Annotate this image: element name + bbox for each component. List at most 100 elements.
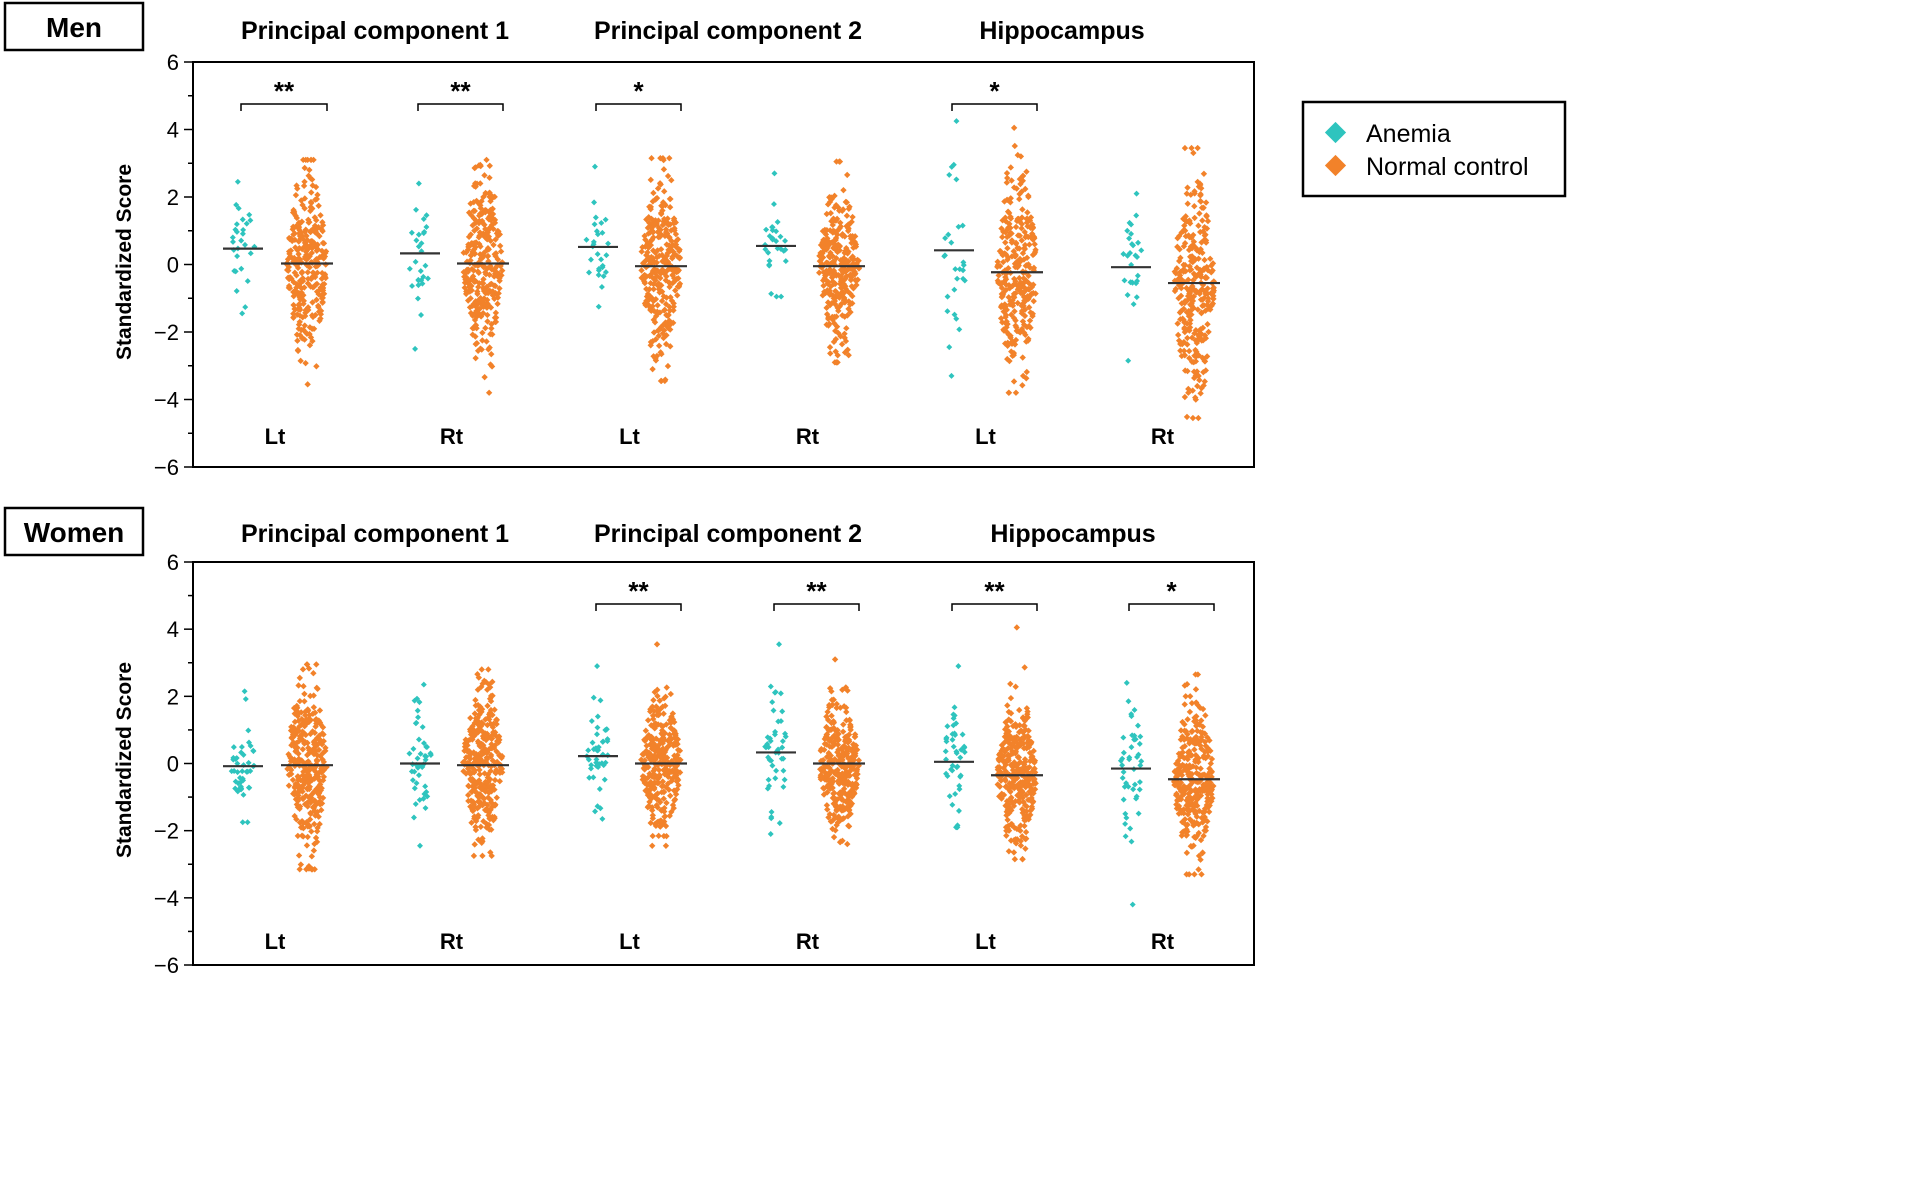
point-anemia: [959, 222, 966, 229]
point-anemia: [1122, 833, 1129, 840]
point-control: [1026, 317, 1034, 324]
point-control: [1023, 368, 1030, 376]
point-anemia: [600, 273, 607, 280]
point-control: [1195, 372, 1202, 379]
point-control: [843, 212, 851, 219]
point-anemia: [1134, 278, 1141, 284]
point-control: [662, 783, 670, 791]
point-control: [1187, 736, 1194, 743]
point-control: [1001, 776, 1009, 783]
point-anemia: [764, 741, 771, 748]
point-control: [1003, 798, 1011, 805]
point-anemia: [1137, 733, 1144, 740]
point-anemia: [773, 767, 780, 774]
point-anemia: [415, 180, 422, 187]
point-control: [1007, 745, 1014, 752]
point-anemia: [602, 216, 609, 223]
point-control: [833, 704, 840, 712]
point-control: [830, 742, 837, 749]
point-anemia: [598, 256, 605, 263]
point-anemia: [1123, 679, 1130, 686]
y-axis: −6 −4 −2 0 2 4 6: [154, 50, 193, 480]
point-control: [310, 847, 318, 854]
point-control: [844, 840, 851, 848]
point-anemia: [416, 699, 423, 706]
point-control: [1191, 214, 1198, 222]
point-control: [825, 814, 832, 821]
point-anemia: [598, 283, 605, 290]
point-control: [1011, 142, 1018, 150]
point-control: [1010, 849, 1018, 856]
point-anemia: [956, 786, 963, 793]
point-control: [839, 686, 846, 694]
point-control: [647, 819, 654, 827]
point-anemia: [413, 719, 420, 726]
point-anemia: [766, 257, 773, 264]
point-control: [1010, 777, 1018, 784]
point-control: [1183, 871, 1190, 878]
point-anemia: [420, 216, 427, 222]
point-anemia: [771, 170, 778, 177]
point-control: [1192, 740, 1199, 747]
point-control: [998, 790, 1005, 797]
significance-bracket: [595, 603, 682, 611]
point-anemia: [594, 724, 601, 731]
point-control: [1187, 301, 1194, 308]
point-anemia: [233, 228, 240, 235]
point-control: [644, 717, 652, 724]
point-control: [673, 754, 680, 761]
point-control: [642, 787, 649, 794]
y-tick-label: 0: [167, 752, 179, 777]
point-control: [833, 700, 840, 708]
point-control: [1202, 823, 1210, 831]
point-control: [1004, 784, 1011, 792]
point-anemia: [1120, 796, 1127, 803]
point-control: [1025, 304, 1033, 311]
point-anemia: [946, 793, 953, 800]
point-control: [664, 737, 672, 744]
point-control: [1175, 337, 1183, 344]
point-control: [1197, 836, 1205, 844]
point-control: [1195, 255, 1202, 262]
point-control: [1185, 347, 1193, 355]
point-control: [657, 754, 665, 762]
point-control: [1189, 414, 1197, 422]
point-anemia: [953, 824, 960, 831]
point-control: [1192, 733, 1200, 741]
point-control: [479, 329, 486, 336]
point-control: [484, 702, 491, 710]
point-control: [1195, 852, 1203, 860]
point-anemia: [235, 205, 242, 212]
point-control: [1181, 324, 1188, 332]
point-anemia: [414, 707, 421, 714]
point-control: [1007, 718, 1015, 725]
point-control: [1201, 730, 1208, 737]
point-control: [313, 363, 320, 370]
point-anemia: [776, 641, 783, 648]
point-control: [1188, 245, 1196, 252]
point-anemia: [949, 801, 956, 808]
point-control: [843, 750, 851, 757]
point-control: [1191, 746, 1198, 753]
point-control: [1024, 732, 1031, 740]
point-anemia: [599, 229, 606, 236]
point-control: [840, 186, 847, 194]
point-control: [1189, 387, 1196, 394]
point-control: [1201, 223, 1208, 231]
point-anemia: [594, 663, 601, 670]
point-anemia: [953, 176, 960, 183]
point-control: [1021, 756, 1029, 763]
point-control: [1202, 335, 1210, 342]
point-control: [1195, 821, 1202, 828]
point-control: [1197, 192, 1204, 199]
point-anemia: [230, 238, 236, 245]
point-control: [667, 792, 674, 799]
point-control: [1172, 767, 1180, 775]
point-anemia: [240, 791, 247, 798]
point-control: [1194, 306, 1202, 313]
point-control: [1206, 796, 1214, 803]
y-tick-label: −6: [154, 953, 179, 978]
point-control: [671, 766, 679, 773]
point-anemia: [240, 226, 247, 233]
point-control: [1013, 733, 1020, 741]
